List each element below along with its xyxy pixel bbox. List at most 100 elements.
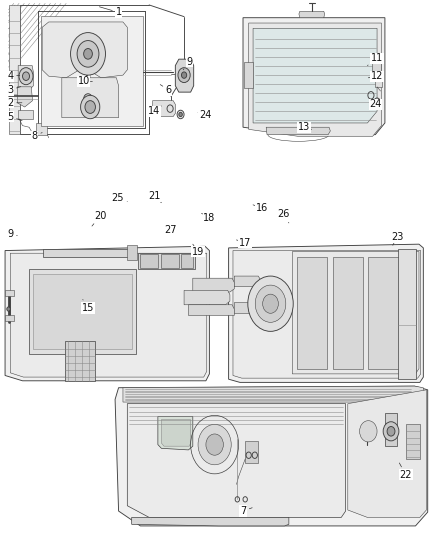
Polygon shape xyxy=(132,518,289,526)
Text: 24: 24 xyxy=(198,110,211,120)
Text: 10: 10 xyxy=(78,77,92,86)
Polygon shape xyxy=(292,252,419,374)
Text: 2: 2 xyxy=(7,98,22,108)
Circle shape xyxy=(177,110,184,119)
Text: 1: 1 xyxy=(99,7,122,18)
Text: 20: 20 xyxy=(92,211,106,226)
Circle shape xyxy=(84,49,92,59)
Polygon shape xyxy=(266,127,330,135)
Polygon shape xyxy=(175,59,194,92)
Bar xyxy=(368,257,399,368)
Polygon shape xyxy=(123,386,424,402)
Bar xyxy=(385,413,397,446)
Polygon shape xyxy=(115,386,427,526)
Text: 27: 27 xyxy=(164,225,177,236)
Bar xyxy=(372,63,381,79)
Circle shape xyxy=(85,101,95,114)
Circle shape xyxy=(81,95,100,119)
Polygon shape xyxy=(127,403,346,518)
Bar xyxy=(138,253,195,269)
Bar xyxy=(43,249,130,257)
Polygon shape xyxy=(249,23,381,136)
Polygon shape xyxy=(234,303,262,313)
Bar xyxy=(332,257,363,368)
Polygon shape xyxy=(42,22,127,78)
Circle shape xyxy=(181,72,187,78)
Text: 17: 17 xyxy=(237,238,251,247)
Text: 25: 25 xyxy=(111,193,127,204)
Circle shape xyxy=(383,422,399,441)
Text: 15: 15 xyxy=(82,300,94,313)
Circle shape xyxy=(255,285,286,322)
Text: 8: 8 xyxy=(32,131,42,141)
Bar xyxy=(9,5,20,134)
Polygon shape xyxy=(161,419,191,446)
Circle shape xyxy=(206,434,223,455)
Bar xyxy=(5,290,14,296)
Polygon shape xyxy=(62,78,119,118)
Text: 26: 26 xyxy=(277,209,290,223)
Polygon shape xyxy=(229,244,424,382)
Bar xyxy=(297,257,327,368)
Text: 6: 6 xyxy=(160,85,172,95)
Polygon shape xyxy=(33,274,132,349)
Bar xyxy=(375,80,382,87)
Polygon shape xyxy=(152,101,175,117)
Text: 9: 9 xyxy=(7,229,17,239)
Circle shape xyxy=(248,276,293,332)
Bar xyxy=(161,254,179,268)
Bar xyxy=(406,424,420,459)
Polygon shape xyxy=(11,253,207,377)
Text: 16: 16 xyxy=(253,203,268,213)
Bar xyxy=(127,245,137,260)
Text: 21: 21 xyxy=(148,191,161,203)
Circle shape xyxy=(77,41,99,67)
Circle shape xyxy=(71,33,106,75)
Circle shape xyxy=(360,421,377,442)
Polygon shape xyxy=(253,28,377,123)
Circle shape xyxy=(19,68,33,85)
Bar xyxy=(245,441,258,463)
Text: 7: 7 xyxy=(240,506,252,516)
Polygon shape xyxy=(17,87,32,107)
Polygon shape xyxy=(41,15,143,126)
Bar xyxy=(398,249,417,379)
Bar xyxy=(180,254,193,268)
Circle shape xyxy=(84,94,92,104)
Polygon shape xyxy=(299,11,325,18)
Circle shape xyxy=(263,294,279,313)
Text: 9: 9 xyxy=(183,57,192,70)
Polygon shape xyxy=(5,246,209,381)
Polygon shape xyxy=(243,18,385,135)
Polygon shape xyxy=(234,276,261,287)
Text: 13: 13 xyxy=(298,122,311,132)
Bar xyxy=(244,62,253,88)
Polygon shape xyxy=(188,305,234,316)
Text: 5: 5 xyxy=(7,111,22,122)
Text: 23: 23 xyxy=(391,232,403,245)
Polygon shape xyxy=(18,110,33,119)
Bar xyxy=(141,254,158,268)
Polygon shape xyxy=(233,251,421,378)
Text: 12: 12 xyxy=(368,71,383,81)
Text: 3: 3 xyxy=(7,85,21,95)
Bar xyxy=(5,316,14,321)
Polygon shape xyxy=(29,269,136,354)
Circle shape xyxy=(387,426,395,436)
Bar xyxy=(36,123,47,135)
Polygon shape xyxy=(18,66,33,92)
Text: 11: 11 xyxy=(367,53,383,66)
Text: 24: 24 xyxy=(369,99,381,109)
Polygon shape xyxy=(184,290,230,305)
Text: 19: 19 xyxy=(192,244,204,256)
Text: 14: 14 xyxy=(148,106,161,116)
Polygon shape xyxy=(158,416,193,450)
Bar xyxy=(65,341,95,381)
Polygon shape xyxy=(193,278,234,292)
Polygon shape xyxy=(348,390,426,518)
Circle shape xyxy=(178,68,190,83)
Circle shape xyxy=(198,424,231,465)
Text: 4: 4 xyxy=(7,71,20,81)
Text: 22: 22 xyxy=(399,463,412,480)
Circle shape xyxy=(22,72,29,80)
